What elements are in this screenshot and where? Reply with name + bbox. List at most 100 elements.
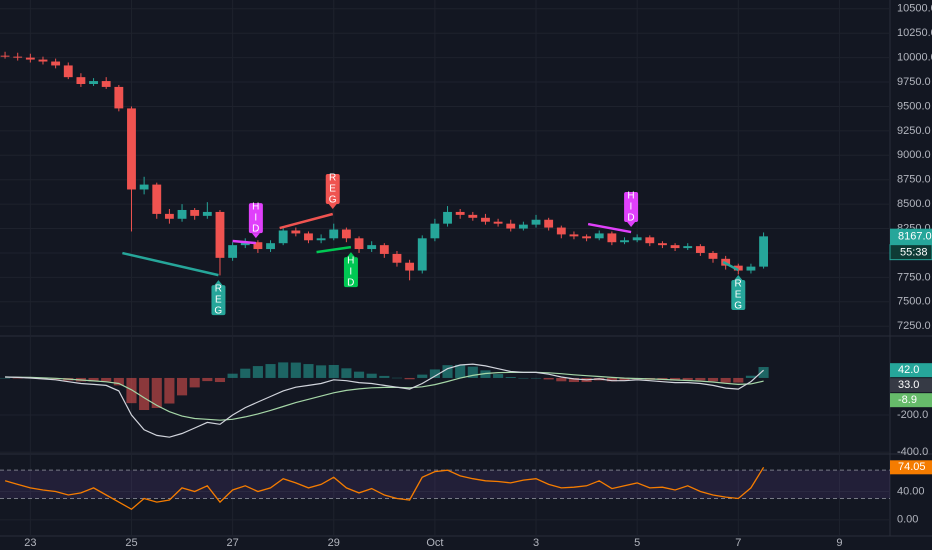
histogram-bar xyxy=(695,377,706,381)
histogram-bar xyxy=(417,374,428,378)
candle-body xyxy=(417,238,427,271)
histogram-bar xyxy=(189,377,200,388)
countdown-label: 55:38 xyxy=(900,247,928,259)
histogram-bar xyxy=(556,377,567,382)
x-tick-label: 23 xyxy=(24,537,36,549)
histogram-bar xyxy=(341,368,352,378)
divergence-pointer xyxy=(346,252,355,258)
x-tick-label: 29 xyxy=(328,537,340,549)
value-tag xyxy=(890,393,932,408)
candle-body xyxy=(127,108,136,190)
candle-body xyxy=(708,252,718,259)
histogram-bar xyxy=(404,377,415,380)
divergence-line xyxy=(722,260,739,272)
candle-body xyxy=(266,243,275,250)
x-tick-label: 7 xyxy=(735,537,741,549)
candle-body xyxy=(683,246,693,249)
candle-body xyxy=(518,224,528,229)
histogram-bar xyxy=(480,370,491,378)
histogram-bar xyxy=(240,368,251,378)
x-tick-label: Oct xyxy=(426,537,443,549)
histogram-bar xyxy=(429,369,440,378)
candle-body xyxy=(582,236,592,239)
histogram-bar xyxy=(101,377,112,382)
x-tick-label: 9 xyxy=(836,537,842,549)
y-tick-label: 8500.0 xyxy=(897,198,931,210)
histogram-bar xyxy=(227,373,238,378)
candle-body xyxy=(658,243,667,246)
candle-body xyxy=(544,219,554,228)
histogram-bar xyxy=(745,375,756,378)
histogram-bar xyxy=(164,377,175,404)
candle-body xyxy=(38,59,48,62)
candle-body xyxy=(114,86,124,109)
y-tick-label: -200.0 xyxy=(897,409,928,421)
divergence-line xyxy=(232,239,256,245)
value-tag xyxy=(890,378,932,393)
y-tick-label: -400.0 xyxy=(897,446,928,458)
candle-body xyxy=(190,209,200,216)
candle-body xyxy=(25,57,35,60)
histogram-bar xyxy=(442,365,453,378)
divergence-label: REG xyxy=(327,172,338,205)
candle-body xyxy=(316,238,326,241)
macd-line xyxy=(5,363,765,438)
candle-body xyxy=(253,242,263,250)
y-tick-label: 7750.0 xyxy=(897,271,931,283)
histogram-bar xyxy=(733,377,744,383)
histogram-bar xyxy=(126,377,137,404)
histogram-bar xyxy=(303,364,314,378)
candle-body xyxy=(228,245,238,258)
candle-body xyxy=(89,81,98,84)
divergence-pointer xyxy=(734,275,743,281)
candle-body xyxy=(240,242,250,246)
y-tick-label: 7250.0 xyxy=(897,320,931,332)
x-tick-label: 27 xyxy=(226,537,238,549)
candle-body xyxy=(152,184,162,214)
divergence-line xyxy=(316,245,352,254)
candle-body xyxy=(329,229,339,239)
candle-body xyxy=(215,211,225,258)
histogram-bar xyxy=(670,377,681,381)
divergence-label: HID xyxy=(625,191,636,224)
divergence-line xyxy=(122,251,219,277)
histogram-bar xyxy=(290,362,301,378)
histogram-bar xyxy=(316,365,327,378)
histogram-bar xyxy=(758,367,769,378)
y-tick-label: 10250.0 xyxy=(897,27,932,39)
histogram-bar xyxy=(214,377,226,383)
value-tag-label: 42.0 xyxy=(898,364,919,376)
candle-body xyxy=(139,184,149,190)
candle-body xyxy=(733,265,743,271)
divergence-box xyxy=(325,173,340,204)
candle-body xyxy=(202,211,212,216)
candle-body xyxy=(594,233,604,239)
candle-body xyxy=(493,221,503,224)
candle-body xyxy=(278,230,288,244)
candle-body xyxy=(51,61,61,66)
divergence-box xyxy=(731,280,746,311)
candle-body xyxy=(759,236,769,267)
candle-body xyxy=(607,233,617,243)
candle-body xyxy=(13,56,23,58)
candle-body xyxy=(101,81,111,87)
divergence-pointer xyxy=(328,203,337,209)
candle-body xyxy=(379,245,389,254)
last-price-label: 8167.0 xyxy=(898,231,932,243)
histogram-bar xyxy=(543,377,554,380)
candle-body xyxy=(177,209,187,219)
y-tick-label: 9500.0 xyxy=(897,100,931,112)
histogram-bar xyxy=(252,366,263,378)
candle-body xyxy=(695,246,705,253)
divergence-label: HID xyxy=(250,202,261,235)
candle-body xyxy=(304,233,313,241)
histogram-bar xyxy=(88,377,99,382)
candle-body xyxy=(367,245,377,250)
divergence-line xyxy=(587,222,632,234)
y-tick-label: 7500.0 xyxy=(897,296,931,308)
histogram-bar xyxy=(455,364,466,378)
histogram-bar xyxy=(619,377,630,381)
value-tag xyxy=(890,460,932,475)
y-tick-label: 9000.0 xyxy=(897,149,931,161)
